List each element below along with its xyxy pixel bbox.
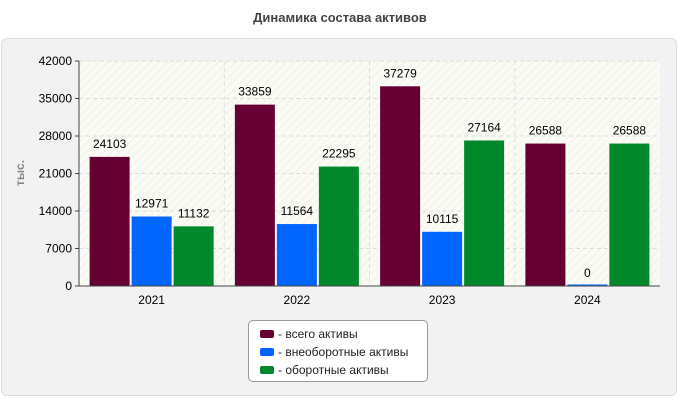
legend-label: - внеоборотные активы xyxy=(278,345,409,359)
data-label: 33859 xyxy=(238,85,272,99)
legend-label: - всего активы xyxy=(278,327,358,341)
data-label: 26588 xyxy=(529,124,563,138)
y-axis-label: тыс. xyxy=(13,160,27,186)
legend-swatch xyxy=(260,330,274,338)
data-label: 10115 xyxy=(426,212,459,226)
y-tick-label: 14000 xyxy=(39,204,73,218)
legend-label: - оборотные активы xyxy=(278,363,389,377)
bar xyxy=(89,156,130,286)
data-label: 26588 xyxy=(613,124,647,138)
bar xyxy=(567,284,608,286)
bar xyxy=(131,216,172,286)
bars xyxy=(89,86,650,286)
y-tick-label: 28000 xyxy=(39,129,73,143)
bar xyxy=(234,104,275,286)
y-tick-label: 0 xyxy=(65,279,72,293)
legend: - всего активы - внеоборотные активы - обо… xyxy=(248,320,428,382)
legend-swatch xyxy=(260,366,274,374)
bar xyxy=(276,224,317,286)
legend-swatch xyxy=(260,348,274,356)
axes: 0 7000 14000 21000 28000 35000 42000 2021 2022 20… xyxy=(39,54,660,307)
data-label: 12971 xyxy=(135,197,169,211)
y-tick-label: 42000 xyxy=(39,54,73,68)
y-tick-label: 7000 xyxy=(45,242,72,256)
data-labels: 24103 12971 11132 33859 11564 22295 37279 10115… xyxy=(93,66,646,280)
x-tick-label: 2021 xyxy=(138,293,165,307)
y-tick-label: 21000 xyxy=(39,167,73,181)
data-label: 22295 xyxy=(322,147,356,161)
data-label: 27164 xyxy=(467,120,501,134)
bar xyxy=(464,140,505,286)
bar xyxy=(318,166,359,286)
x-tick-label: 2022 xyxy=(284,293,311,307)
bar xyxy=(525,143,566,286)
bar xyxy=(609,143,650,286)
data-label: 11132 xyxy=(178,206,210,220)
data-label: 0 xyxy=(584,266,591,280)
bar xyxy=(380,86,421,286)
bar xyxy=(422,231,463,286)
chart-title: Динамика состава активов xyxy=(253,10,427,25)
data-label: 37279 xyxy=(383,66,417,80)
x-tick-label: 2023 xyxy=(429,293,456,307)
x-tick-label: 2024 xyxy=(574,293,601,307)
data-label: 24103 xyxy=(93,137,127,151)
legend-item: - оборотные активы xyxy=(260,361,427,379)
data-label: 11564 xyxy=(281,204,314,218)
legend-item: - внеоборотные активы xyxy=(260,343,427,361)
y-tick-label: 35000 xyxy=(39,92,73,106)
bar xyxy=(173,226,214,286)
legend-item: - всего активы xyxy=(260,325,427,343)
